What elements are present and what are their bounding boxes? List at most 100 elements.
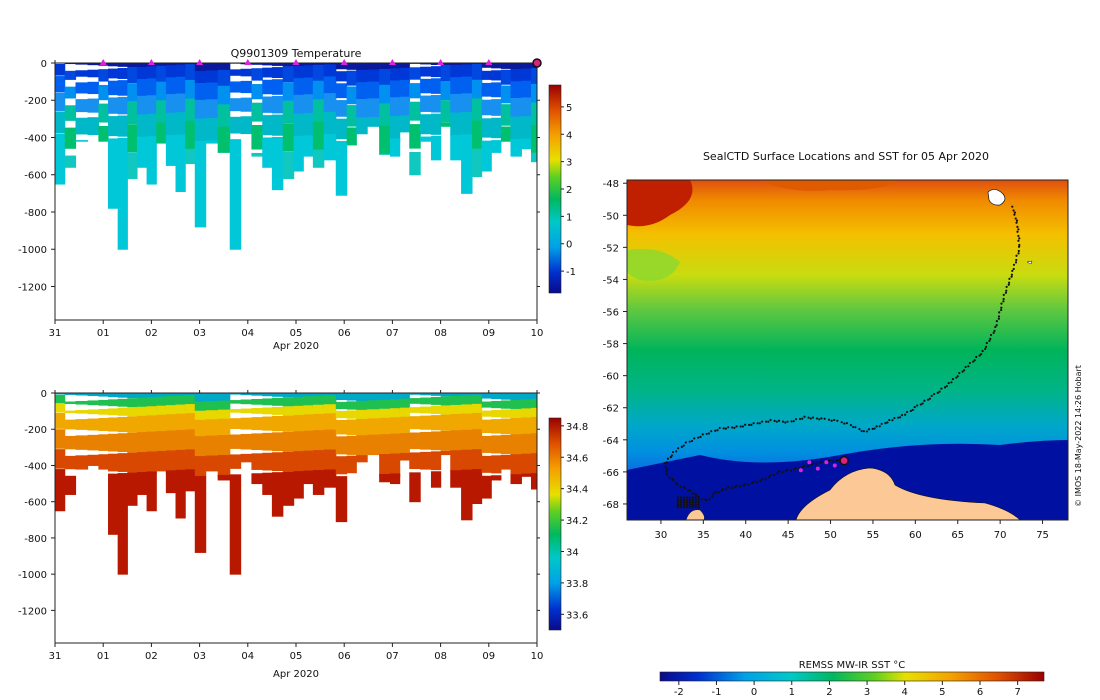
y-tick-label: -1000 — [18, 245, 47, 256]
temperature-profile-cell — [312, 64, 325, 84]
salinity-profile-cell — [450, 404, 462, 416]
lat-tick-label: -62 — [603, 404, 619, 415]
track-point — [943, 386, 947, 389]
salinity-profile-cell — [530, 416, 537, 436]
salinity-profile-cell — [229, 418, 242, 430]
salinity-profile-cell — [461, 393, 473, 398]
temperature-profile-cell — [156, 81, 167, 104]
warm-eddy — [627, 180, 693, 227]
salinity-profile-cell — [430, 451, 442, 471]
track-point — [685, 501, 688, 504]
track-point — [755, 481, 759, 484]
salinity-profile-cell — [420, 397, 432, 405]
sst-colorbar — [659, 671, 1045, 682]
track-point — [1010, 275, 1013, 278]
salinity-profile-cell — [481, 435, 492, 453]
temperature-profile-cell — [491, 140, 502, 153]
salinity-profile-cell — [440, 405, 451, 415]
sst-colorbar-tick-label: -1 — [711, 687, 721, 698]
salinity-profile-cell — [521, 453, 532, 476]
temperature-profile-cell — [175, 64, 186, 83]
recent-position — [824, 460, 829, 465]
track-point — [784, 469, 788, 472]
track-point — [1012, 267, 1015, 271]
temperature-profile-cell — [75, 140, 89, 142]
temperature-profile-cell — [461, 111, 473, 137]
temperature-profile-cell — [108, 63, 119, 67]
temperature-profile-cell — [217, 104, 231, 130]
salinity-profile-cell — [471, 403, 483, 417]
salinity-section-panel: 31 01 02 03 04 05 06 07 08 09 10 0 -200 -400 -600 -800… — [18, 389, 588, 680]
x-tick-label: 04 — [241, 328, 254, 339]
temperature-profile-cell — [500, 85, 512, 104]
temperature-profile-cell — [64, 70, 77, 80]
temperature-profile-cell — [156, 122, 167, 144]
salinity-profile-cell — [217, 393, 231, 404]
y-tick-label: -1000 — [18, 570, 47, 581]
track-point — [860, 429, 863, 433]
salinity-profile-cell — [271, 452, 284, 472]
track-point — [741, 425, 745, 428]
salinity-profile-cell — [323, 449, 337, 474]
temperature-profile-cell — [293, 78, 304, 96]
salinity-profile-cell — [205, 435, 219, 457]
track-point — [685, 496, 688, 499]
track-point — [682, 505, 686, 509]
track-point — [818, 418, 821, 421]
temperature-profile-cell — [399, 79, 410, 102]
temperature-profile-cell — [262, 67, 273, 78]
recent-position — [798, 468, 803, 473]
temperature-profile-cell — [282, 66, 295, 83]
temperature-profile-cell — [293, 94, 304, 115]
lon-tick-label: 30 — [655, 530, 668, 541]
track-point — [700, 498, 704, 501]
salinity-profile-cell — [530, 433, 537, 456]
track-point — [760, 478, 764, 481]
temperature-profile-cell — [136, 63, 148, 68]
track-point — [764, 478, 767, 481]
x-tick-label: 07 — [386, 651, 399, 662]
temperature-y-axis: 0 -200 -400 -600 -800 -1000 -1200 — [18, 59, 540, 293]
track-point — [878, 425, 881, 428]
salinity-profile-cell — [205, 410, 219, 421]
salinity-profile-cell — [87, 434, 99, 451]
track-point — [750, 482, 754, 485]
salinity-profile-cell — [108, 417, 119, 432]
salinity-profile-cell — [98, 408, 109, 415]
track-point — [809, 417, 812, 420]
temperature-profile-cell — [229, 81, 242, 93]
salinity-profile-cell — [367, 418, 380, 437]
temperature-profile-cell — [521, 138, 532, 150]
salinity-profile-cell — [399, 407, 410, 422]
track-point — [671, 450, 675, 454]
salinity-profile-cell — [440, 396, 451, 406]
temperature-profile-cell — [346, 70, 357, 86]
salinity-profile-cell — [156, 393, 167, 400]
track-point — [811, 462, 815, 465]
salinity-profile-cell — [356, 393, 368, 402]
sst-colorbar-ticks: -2 -1 0 1 2 3 4 5 6 7 — [674, 681, 1021, 698]
track-point — [708, 498, 711, 501]
heard-island — [1026, 260, 1033, 265]
colorbar-tick-label: 0 — [566, 240, 572, 251]
temperature-profile-cell — [98, 125, 109, 142]
temperature-profile-cell — [156, 65, 167, 85]
salinity-profile-cell — [271, 393, 284, 397]
track-point — [884, 422, 887, 425]
temperature-profile-cell — [399, 63, 410, 73]
salinity-profile-cell — [323, 429, 337, 454]
temperature-profile-cell — [282, 123, 295, 152]
x-tick-label: 06 — [338, 328, 351, 339]
salinity-profile-cell — [55, 393, 66, 395]
temperature-profile-cell — [440, 65, 451, 82]
track-point — [798, 417, 802, 421]
profile-marker — [99, 59, 107, 65]
salinity-profile-cell — [98, 434, 109, 451]
track-point — [1010, 273, 1014, 276]
salinity-profile-cell — [136, 432, 148, 454]
track-point — [677, 447, 680, 450]
temperature-profile-cell — [481, 82, 492, 97]
salinity-profile-cell — [282, 393, 295, 398]
temperature-profile-cell — [108, 138, 119, 209]
salinity-profile-cell — [136, 397, 148, 408]
